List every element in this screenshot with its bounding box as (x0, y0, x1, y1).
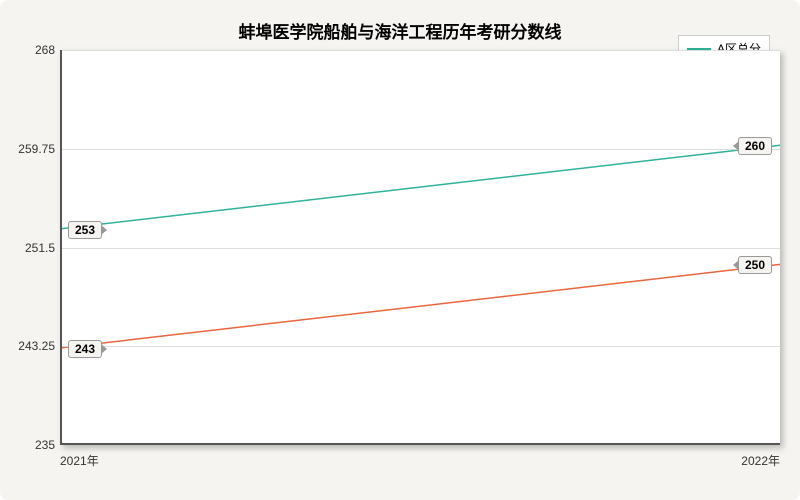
grid-line (62, 346, 780, 347)
data-label: 253 (68, 221, 102, 239)
x-tick-label: 2022年 (741, 452, 780, 469)
chart-lines-svg (62, 50, 780, 443)
data-label: 243 (68, 340, 102, 358)
data-label: 250 (738, 256, 772, 274)
grid-line (62, 50, 780, 51)
series-line (62, 145, 780, 228)
y-tick-label: 268 (5, 43, 55, 57)
y-tick-label: 235 (5, 438, 55, 452)
x-tick-label: 2021年 (60, 452, 99, 469)
y-tick-label: 243.25 (5, 339, 55, 353)
y-tick-label: 251.5 (5, 241, 55, 255)
plot-area (60, 50, 780, 445)
grid-line (62, 149, 780, 150)
grid-line (62, 248, 780, 249)
series-line (62, 264, 780, 347)
chart-container: 蚌埠医学院船舶与海洋工程历年考研分数线 A区总分 B区总分 235243.252… (0, 0, 800, 500)
y-tick-label: 259.75 (5, 142, 55, 156)
data-label: 260 (738, 137, 772, 155)
